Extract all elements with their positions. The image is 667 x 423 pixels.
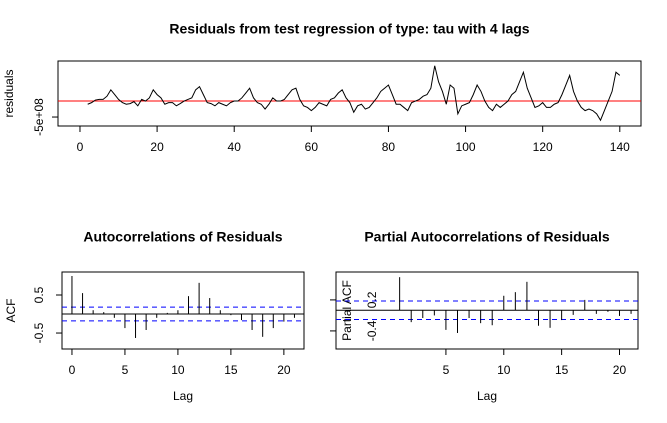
x-tick-label: 40: [228, 140, 242, 154]
x-axis-label: Lag: [173, 389, 193, 403]
x-tick-label: 10: [171, 363, 185, 377]
x-tick-label: 15: [224, 363, 238, 377]
y-axis-label: residuals: [2, 69, 16, 117]
residual-line: [87, 65, 621, 122]
x-tick-label: 60: [305, 140, 319, 154]
y-axis-label: ACF: [4, 299, 18, 323]
x-tick-label: 15: [555, 363, 569, 377]
y-tick-label: -0.4: [365, 320, 379, 341]
x-tick-label: 0: [69, 363, 76, 377]
y-tick-label: -5e+08: [32, 98, 46, 136]
x-tick-label: 80: [382, 140, 396, 154]
y-tick-label: -0.5: [32, 322, 46, 343]
x-tick-label: 0: [77, 140, 84, 154]
chart-title: Autocorrelations of Residuals: [83, 229, 282, 245]
x-axis-label: Lag: [477, 389, 497, 403]
plot-box: [61, 271, 305, 350]
x-tick-label: 5: [443, 363, 450, 377]
chart-title: Partial Autocorrelations of Residuals: [364, 229, 610, 245]
x-tick-label: 20: [150, 140, 164, 154]
x-tick-label: 20: [277, 363, 291, 377]
x-tick-label: 140: [610, 140, 630, 154]
plot-box: [57, 60, 642, 127]
y-tick-label: 0.5: [32, 286, 46, 303]
y-tick-label: 0.2: [365, 291, 379, 308]
chart-title: Residuals from test regression of type: …: [169, 21, 529, 37]
x-tick-label: 120: [533, 140, 553, 154]
x-tick-label: 5: [122, 363, 129, 377]
x-tick-label: 100: [456, 140, 476, 154]
x-tick-label: 20: [613, 363, 627, 377]
x-tick-label: 10: [497, 363, 511, 377]
